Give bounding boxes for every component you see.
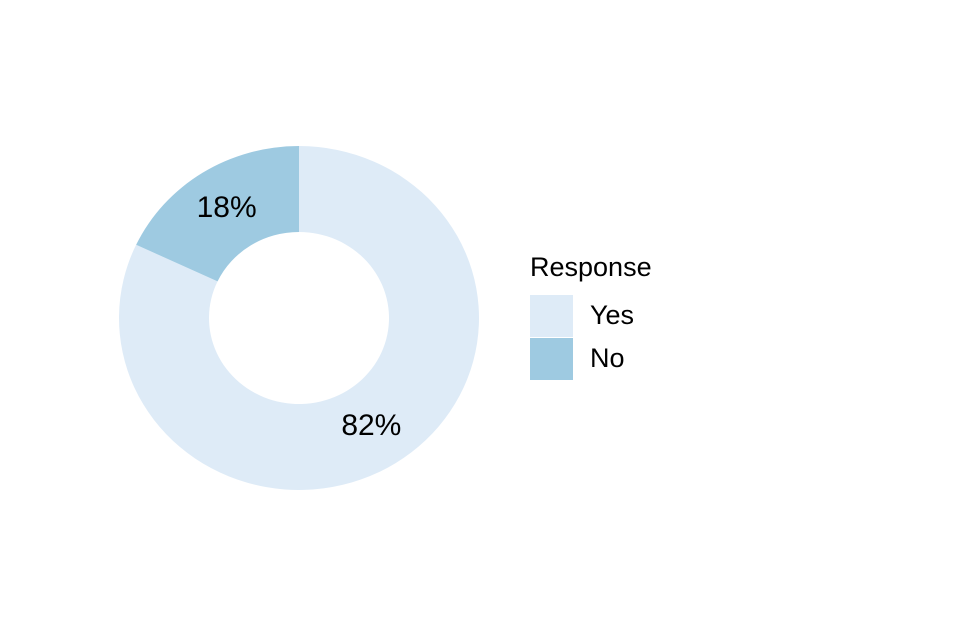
legend-swatch xyxy=(530,295,573,337)
data-label: 82% xyxy=(341,409,401,442)
legend-label: No xyxy=(590,343,625,373)
donut-slice xyxy=(136,146,299,282)
legend-title: Response xyxy=(530,252,652,282)
data-label: 18% xyxy=(197,191,257,224)
legend-swatch xyxy=(530,338,573,380)
legend-label: Yes xyxy=(590,300,634,330)
donut-slice xyxy=(118,146,479,491)
